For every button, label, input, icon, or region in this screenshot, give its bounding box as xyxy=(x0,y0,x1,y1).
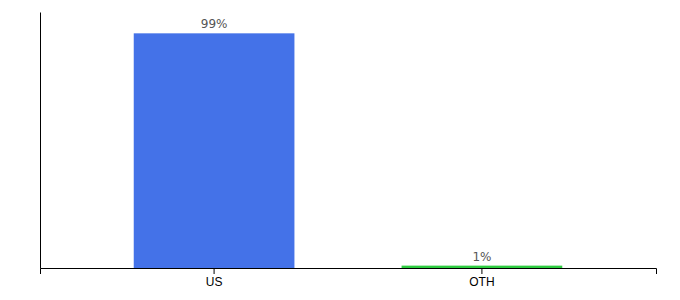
bar xyxy=(134,33,295,268)
data-labels: 99% 1% xyxy=(201,17,492,263)
x-tick-mark xyxy=(481,268,482,274)
data-label: 99% xyxy=(201,17,228,31)
chart-container: US OTH 99% 1% xyxy=(0,0,680,300)
bar xyxy=(402,266,563,268)
x-tick-label: US xyxy=(206,275,223,289)
x-tick: US xyxy=(206,268,223,289)
x-axis-line xyxy=(41,269,657,275)
x-tick-mark xyxy=(214,268,215,274)
y-axis xyxy=(40,13,41,269)
plot-area: US OTH 99% 1% xyxy=(41,13,657,289)
y-axis-line xyxy=(40,13,41,269)
x-tick: OTH xyxy=(469,268,494,289)
x-tick-label: OTH xyxy=(469,275,494,289)
x-axis: US OTH xyxy=(41,268,657,289)
bars xyxy=(134,33,563,268)
chart-svg: US OTH 99% 1% xyxy=(0,0,680,300)
data-label: 1% xyxy=(472,250,491,264)
